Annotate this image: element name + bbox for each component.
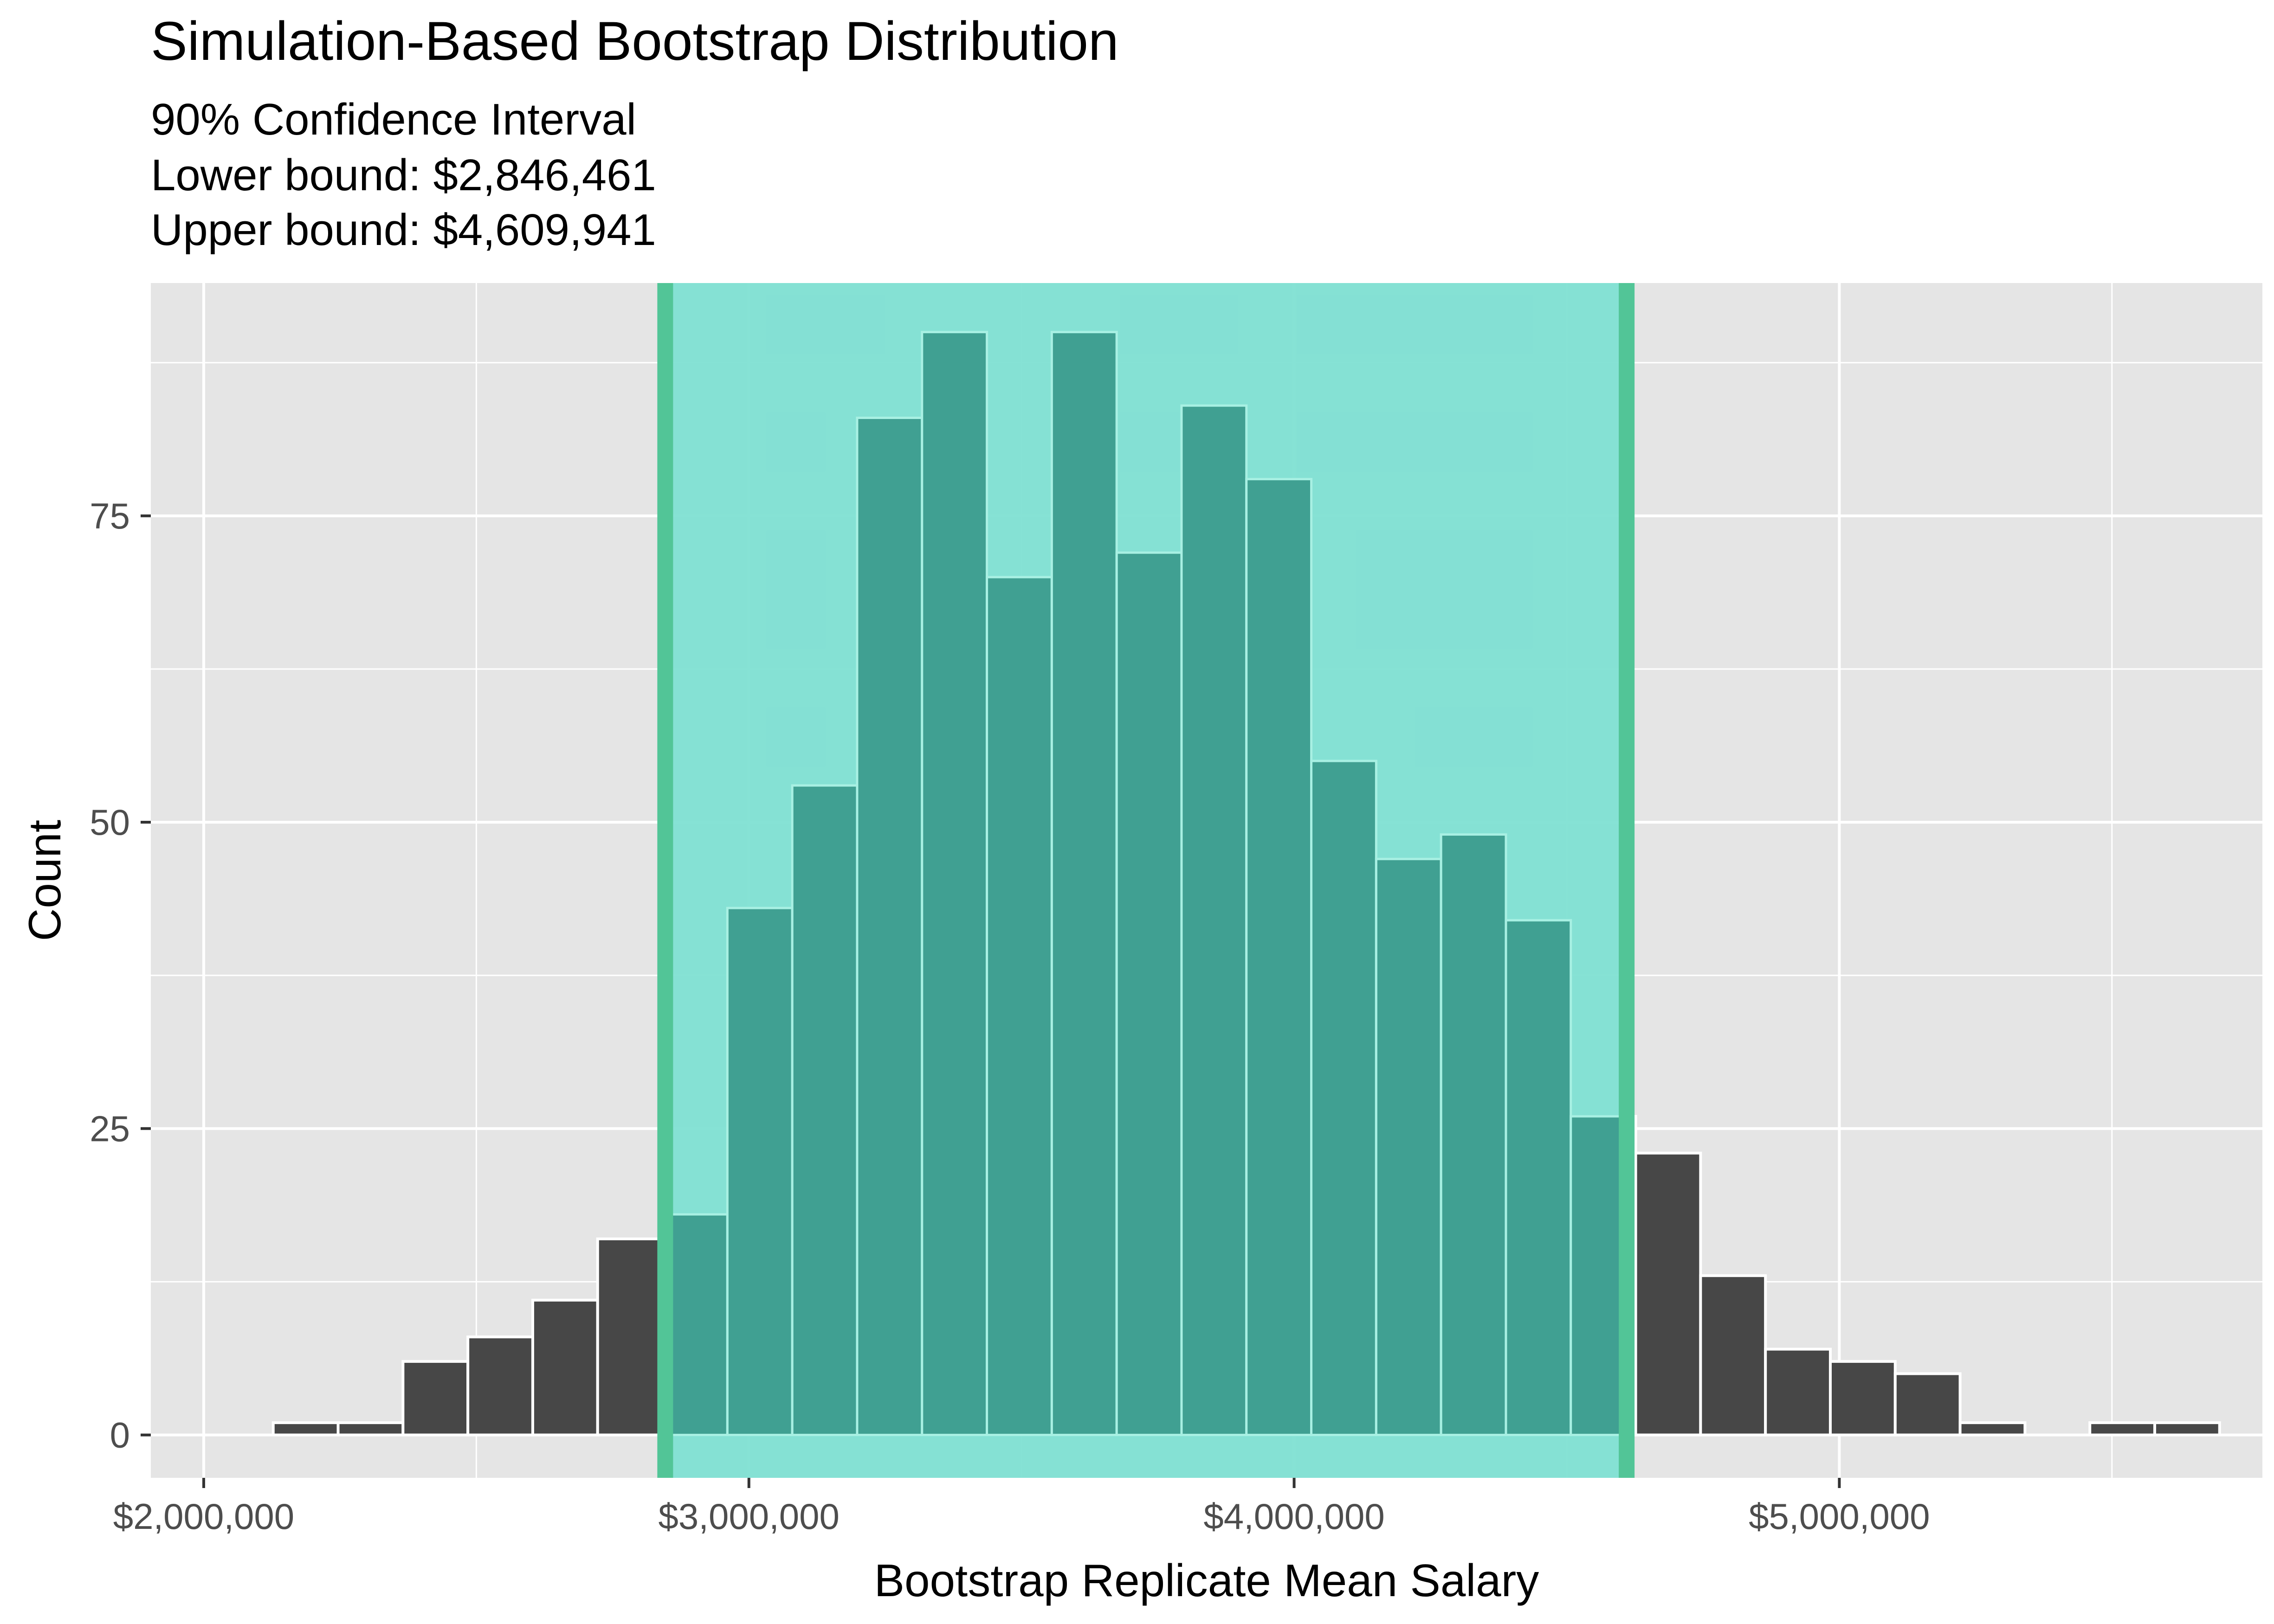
x-axis-tick-label: $2,000,000 [113,1496,294,1537]
histogram-bar [1699,1274,1767,1437]
x-axis-tick-label: $3,000,000 [659,1496,840,1537]
histogram-bar-in-ci [726,907,794,1437]
y-axis-title: Count [19,820,70,941]
chart-subtitle-line-1: 90% Confidence Interval [151,95,636,144]
y-axis-tick-label: 75 [90,496,130,536]
y-axis-tick-label: 0 [110,1415,130,1456]
histogram-bar-in-ci [791,784,859,1437]
histogram-bar-in-ci [1310,760,1377,1437]
chart-title: Simulation-Based Bootstrap Distribution [151,11,1119,72]
histogram-bar [2153,1421,2221,1437]
chart-subtitle-line-3: Upper bound: $4,609,941 [151,205,656,255]
histogram-bar [401,1360,470,1437]
histogram-bar [1764,1347,1832,1437]
x-axis-tick-label: $4,000,000 [1203,1496,1384,1537]
x-axis-title: Bootstrap Replicate Mean Salary [874,1555,1539,1606]
x-axis-tick-label: $5,000,000 [1749,1496,1930,1537]
chart-subtitle-line-2: Lower bound: $2,846,461 [151,150,656,200]
histogram-bar-in-ci [1115,551,1183,1437]
y-axis-tick-label: 25 [90,1108,130,1149]
histogram-bar-in-ci [664,1213,729,1437]
histogram-bar [1828,1360,1897,1437]
histogram-bar-in-ci [986,576,1053,1437]
histogram-bar-in-ci [1375,857,1442,1437]
histogram-bar-in-ci [1570,1115,1628,1437]
histogram-bar-in-ci [1180,404,1248,1437]
histogram-bar-in-ci [921,331,988,1437]
histogram-bar [1634,1152,1702,1437]
histogram-bar [596,1237,664,1437]
histogram-bar-in-ci [1505,919,1572,1437]
histogram-bar [531,1299,599,1437]
histogram-bar [1893,1372,1962,1437]
histogram-bar [336,1421,405,1437]
histogram-bar [2088,1421,2156,1437]
histogram-bar-in-ci [1440,833,1507,1437]
histogram-bar [466,1335,534,1437]
histogram-bar-in-ci [1050,331,1118,1437]
y-axis-tick-label: 50 [90,802,130,843]
histogram-bar-in-ci [1245,478,1313,1437]
histogram-bar-in-ci [856,417,924,1437]
histogram-bar [271,1421,340,1437]
histogram-bar [1958,1421,2027,1437]
